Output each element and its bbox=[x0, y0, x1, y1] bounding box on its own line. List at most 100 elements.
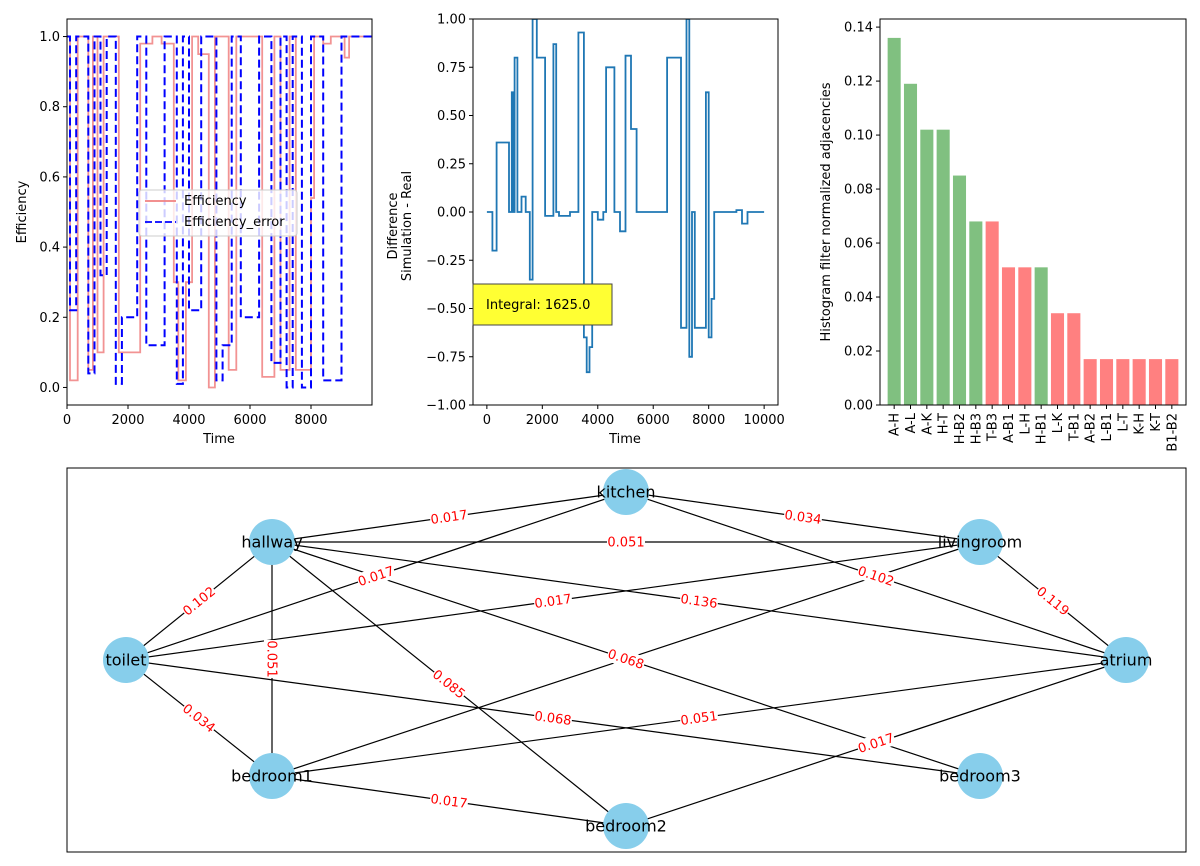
node-label: bedroom1 bbox=[231, 767, 313, 786]
x-tick-label: 0 bbox=[483, 413, 491, 428]
bar bbox=[1001, 267, 1016, 405]
bar bbox=[1018, 267, 1032, 405]
edge-label: 0.085 bbox=[429, 667, 467, 702]
edge-label: 0.017 bbox=[534, 592, 573, 612]
x-tick-label: A-K bbox=[920, 413, 935, 435]
node-label: bedroom3 bbox=[939, 767, 1021, 786]
y-axis-label: Histogram filter normalized adjacencies bbox=[819, 82, 834, 341]
bar bbox=[1132, 359, 1146, 405]
y-tick-label: 0.10 bbox=[844, 129, 873, 144]
edge-label-group: 0.102 bbox=[855, 562, 897, 590]
y-tick-label: 1.00 bbox=[437, 13, 466, 28]
bar bbox=[920, 129, 934, 405]
x-tick-label: A-H bbox=[888, 413, 903, 436]
edge-label-group: 0.119 bbox=[1033, 582, 1073, 620]
network-node bbox=[603, 469, 649, 515]
edge-label-group: 0.051 bbox=[264, 640, 280, 678]
y-tick-label: 0.00 bbox=[844, 399, 873, 414]
y-tick-label: 0.02 bbox=[844, 345, 873, 360]
edge-label-group: 0.051 bbox=[607, 534, 645, 551]
edge-label: 0.034 bbox=[179, 701, 217, 736]
edge-label-group: 0.102 bbox=[179, 582, 219, 619]
difference-chart: 0 2000 4000 6000 8000 10000 −1.00 −0.75 −0.50 −0… bbox=[386, 13, 785, 448]
edge-label-background bbox=[429, 506, 469, 528]
y-tick-label: 0.08 bbox=[844, 183, 873, 198]
edge-label-background bbox=[679, 590, 719, 612]
integral-annotation-box bbox=[472, 283, 613, 326]
edge-label-background bbox=[783, 506, 823, 528]
y-axis-label: Efficiency bbox=[15, 180, 30, 243]
x-tick-label: 0 bbox=[63, 413, 71, 428]
series-line bbox=[486, 19, 765, 374]
network-node bbox=[249, 519, 295, 565]
y-axis-label: Difference Simulation - Real bbox=[386, 171, 415, 281]
network-node bbox=[603, 803, 649, 849]
bar bbox=[985, 221, 999, 405]
edge-label-group: 0.085 bbox=[429, 665, 469, 703]
y-axis-label-line: Difference bbox=[386, 192, 401, 259]
x-tick-label: A-B1 bbox=[1002, 413, 1017, 443]
x-tick-label: 8000 bbox=[294, 413, 327, 428]
edge-label-background bbox=[429, 665, 469, 703]
y-axis-label-line: Simulation - Real bbox=[400, 171, 415, 281]
bar bbox=[1148, 359, 1163, 405]
x-tick-label: T-B3 bbox=[986, 413, 1001, 442]
y-tick-label: −0.75 bbox=[426, 350, 466, 365]
network-node bbox=[957, 753, 1003, 799]
y-tick-label: 0.8 bbox=[39, 100, 60, 115]
bar bbox=[1034, 267, 1048, 405]
legend-box bbox=[138, 189, 298, 237]
edge-label-background bbox=[605, 645, 647, 673]
node-label: atrium bbox=[1100, 651, 1153, 670]
network-frame bbox=[66, 467, 1187, 853]
edge-label-group: 0.017 bbox=[429, 790, 469, 812]
bar bbox=[1116, 359, 1130, 405]
legend-label: Efficiency bbox=[184, 194, 247, 209]
x-tick-label: 4000 bbox=[581, 413, 614, 428]
edge-label-group: 0.017 bbox=[429, 506, 469, 528]
x-tick-label: H-B2 bbox=[953, 413, 968, 444]
edge-label: 0.119 bbox=[1033, 584, 1071, 619]
edge-label-group: 0.017 bbox=[533, 590, 573, 612]
bar bbox=[887, 37, 901, 405]
legend-label: Efficiency_error bbox=[184, 215, 285, 230]
edge-label-background bbox=[1033, 582, 1073, 620]
y-tick-label: 0.75 bbox=[437, 61, 466, 76]
adjacency-histogram: A-H A-L A-K H-T H-B2 H-B3 T-B3 A-B1 L-H H-B1 L-K T-… bbox=[819, 18, 1187, 452]
bar bbox=[1083, 359, 1097, 405]
network-node bbox=[957, 519, 1003, 565]
series-line bbox=[67, 35, 372, 389]
network-node bbox=[103, 637, 149, 683]
edge-label-background bbox=[679, 707, 719, 729]
x-tick-label: A-L bbox=[904, 412, 919, 433]
plot-frame bbox=[879, 18, 1187, 406]
edge-label-background bbox=[533, 707, 573, 729]
bar bbox=[903, 83, 918, 406]
network-node bbox=[249, 753, 295, 799]
edge-label-group: 0.017 bbox=[855, 729, 897, 757]
edge-label-group: 0.034 bbox=[179, 699, 219, 736]
x-tick-label: 10000 bbox=[743, 413, 784, 428]
node-label: livingroom bbox=[938, 533, 1023, 552]
adjacency-network: 0.017 0.034 0.051 0.102 0.119 0.136 0.102 0.017… bbox=[66, 467, 1187, 853]
edge-label-background bbox=[355, 562, 397, 590]
edge-label: 0.068 bbox=[533, 709, 572, 729]
y-tick-label: 0.14 bbox=[844, 21, 873, 36]
y-tick-label: 0.04 bbox=[844, 291, 873, 306]
integral-annotation: Integral: 1625.0 bbox=[486, 298, 590, 313]
x-tick-label: H-B1 bbox=[1035, 413, 1050, 444]
edge-label-group: 0.068 bbox=[533, 707, 573, 729]
edge-label-background bbox=[855, 562, 897, 590]
network-node bbox=[1103, 637, 1149, 683]
y-tick-label: 0.2 bbox=[39, 311, 60, 326]
x-tick-label: H-T bbox=[937, 413, 952, 434]
edge-label-background bbox=[264, 640, 280, 678]
x-tick-label: 8000 bbox=[692, 413, 725, 428]
x-tick-label: 2000 bbox=[526, 413, 559, 428]
edge-label: 0.136 bbox=[679, 592, 718, 612]
edge-label-background bbox=[533, 590, 573, 612]
bar bbox=[969, 221, 983, 405]
y-tick-label: −0.25 bbox=[426, 254, 466, 269]
bar bbox=[1050, 313, 1065, 405]
y-tick-label: −0.50 bbox=[426, 302, 466, 317]
